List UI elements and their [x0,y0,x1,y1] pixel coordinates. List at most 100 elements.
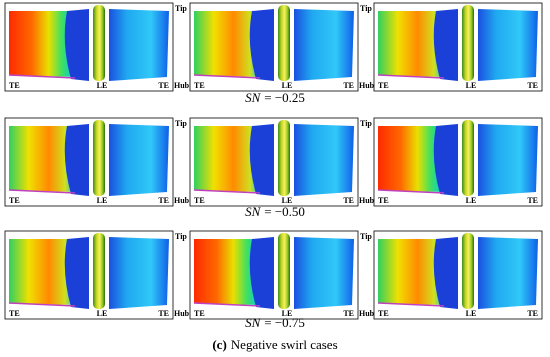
pressure-side [9,11,75,77]
blue-band [249,237,274,309]
suction-side [294,237,354,309]
tip-label: Tip [360,232,372,241]
hub-label: Hub [359,81,375,90]
blade-leading-edge [462,233,474,309]
blue-band [249,124,274,196]
te-left-label: TE [378,196,389,205]
row-caption: SN = −0.25 [245,90,305,105]
contour-panel [4,230,174,320]
tip-label: Tip [175,232,187,241]
te-right-label: TE [343,81,354,90]
hub-edge [377,74,445,79]
le-label: LE [282,196,293,205]
blade-leading-edge [278,233,290,309]
le-label: LE [466,196,477,205]
suction-side [478,9,538,81]
hub-label: Hub [174,81,190,90]
blue-band [433,9,458,81]
row-caption: SN = −0.75 [245,315,305,330]
blue-band [64,237,89,309]
hub-edge [8,302,76,307]
te-left-label: TE [194,81,205,90]
hub-edge [377,189,445,194]
suction-side [478,124,538,196]
pressure-side [378,126,444,192]
hub-label: Hub [359,309,375,318]
le-label: LE [97,196,108,205]
blade-leading-edge [462,120,474,196]
blade-leading-edge [462,5,474,81]
blade-leading-edge [93,5,105,81]
contour-panel [373,230,543,320]
te-left-label: TE [378,81,389,90]
blue-band [249,9,274,81]
blue-band [433,124,458,196]
blade-leading-edge [93,233,105,309]
row-caption: SN = −0.50 [245,204,305,219]
blue-band [433,237,458,309]
contour-panel [189,117,359,207]
hub-edge [193,74,261,79]
blue-band [64,9,89,81]
te-left-label: TE [194,309,205,318]
te-right-label: TE [343,309,354,318]
swirl-value: = −0.25 [264,90,305,105]
hub-edge [8,189,76,194]
te-right-label: TE [158,81,169,90]
hub-edge [8,74,76,79]
swirl-variable: SN [245,90,262,105]
le-label: LE [282,81,293,90]
contour-panel [373,2,543,92]
tip-label: Tip [175,4,187,13]
tip-label: Tip [175,119,187,128]
contour-panel [189,230,359,320]
blade-leading-edge [93,120,105,196]
te-right-label: TE [158,196,169,205]
swirl-variable: SN [245,204,262,219]
tip-label: Tip [360,4,372,13]
suction-side [109,9,169,81]
te-right-label: TE [158,309,169,318]
te-right-label: TE [527,196,538,205]
te-left-label: TE [194,196,205,205]
pressure-side [9,126,75,192]
hub-label: Hub [174,196,190,205]
le-label: LE [282,309,293,318]
le-label: LE [466,81,477,90]
contour-panel [189,2,359,92]
contour-panel [373,117,543,207]
blade-leading-edge [278,120,290,196]
blue-band [64,124,89,196]
hub-edge [377,302,445,307]
contour-panel [4,117,174,207]
pressure-side [194,126,260,192]
te-left-label: TE [9,196,20,205]
hub-label: Hub [359,196,375,205]
te-left-label: TE [9,309,20,318]
te-right-label: TE [527,81,538,90]
figure-caption: (c) Negative swirl cases [212,337,337,352]
blade-leading-edge [278,5,290,81]
swirl-value: = −0.75 [264,315,305,330]
pressure-side [378,239,444,305]
pressure-side [194,11,260,77]
le-label: LE [97,309,108,318]
te-right-label: TE [527,309,538,318]
te-left-label: TE [378,309,389,318]
suction-side [109,237,169,309]
te-right-label: TE [343,196,354,205]
figure-caption-label: (c) [212,337,226,352]
suction-side [294,124,354,196]
pressure-side [194,239,260,305]
hub-edge [193,302,261,307]
hub-edge [193,189,261,194]
suction-side [294,9,354,81]
pressure-side [378,11,444,77]
le-label: LE [466,309,477,318]
contour-panel [4,2,174,92]
swirl-variable: SN [245,315,262,330]
figure-caption-text: Negative swirl cases [231,337,338,352]
swirl-value: = −0.50 [264,204,305,219]
suction-side [109,124,169,196]
